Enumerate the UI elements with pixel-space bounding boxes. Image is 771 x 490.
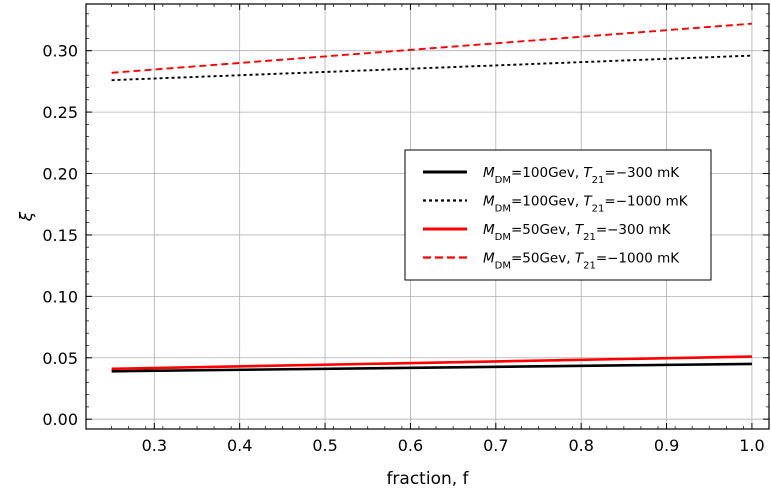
legend-entry: MDM=50Gev, T21=−300 mK [483,222,672,243]
x-tick-label: 0.5 [312,436,337,455]
series-lines [111,22,752,373]
legend-text-part: =−1000 mK [604,194,688,210]
legend-text-part: =−1000 mK [596,251,680,267]
x-tick-label: 0.3 [142,436,167,455]
series-line-1 [111,362,752,373]
legend-text-part: DM [495,175,511,186]
y-tick-label: 0.20 [42,165,78,184]
y-tick-label: 0.15 [42,226,78,245]
axis-ticks: 0.3 0.4 0.5 0.6 0.7 0.8 0.9 1.0 0.00 0.05 0.10 0.15… [42,4,769,455]
legend-text-part: 21 [583,232,596,243]
x-tick-label: 0.8 [568,436,593,455]
legend-text-part: DM [495,203,511,214]
y-tick-label: 0.05 [42,349,78,368]
x-tick-label: 0.9 [654,436,679,455]
y-tick-label: 0.00 [42,410,78,429]
legend-text-part: M [483,251,495,267]
y-tick-label: 0.25 [42,103,78,122]
legend-text-part: 21 [592,175,605,186]
legend-text-part: DM [495,260,511,271]
x-tick-label: 0.6 [398,436,423,455]
series-line-4 [111,22,752,74]
x-tick-label: 0.7 [483,436,508,455]
legend-text-part: M [483,165,495,181]
legend-text-part: =−300 mK [596,222,672,238]
legend-text-part: 21 [583,260,596,271]
legend-entry: MDM=100Gev, T21=−1000 mK [483,194,689,215]
legend-text-part: M [483,194,495,210]
legend-text-part: =−300 mK [604,165,680,181]
plot-frame [85,3,770,430]
y-axis-label: ξ [17,211,37,222]
x-tick-label: 0.4 [227,436,252,455]
y-tick-label: 0.10 [42,287,78,306]
legend-text-part: DM [495,232,511,243]
legend-text-part: 21 [592,203,605,214]
legend-text-part: M [483,222,495,238]
legend-entry: MDM=100Gev, T21=−300 mK [483,165,680,186]
legend-text-part: T [575,251,585,267]
legend-text-part: =100Gev, [511,165,583,181]
series-line-3 [111,355,752,371]
legend-text-part: =50Gev, [511,251,575,267]
y-tick-label: 0.30 [42,42,78,61]
series-line-2 [111,54,752,82]
legend-text-part: T [583,194,593,210]
x-tick-label: 1.0 [739,436,764,455]
legend-entry: MDM=50Gev, T21=−1000 mK [483,251,680,272]
legend-text-part: T [575,222,585,238]
x-axis-label: fraction, f [386,469,469,489]
legend-text-part: =50Gev, [511,222,575,238]
legend-text-part: =100Gev, [511,194,583,210]
legend-text-part: T [583,165,593,181]
